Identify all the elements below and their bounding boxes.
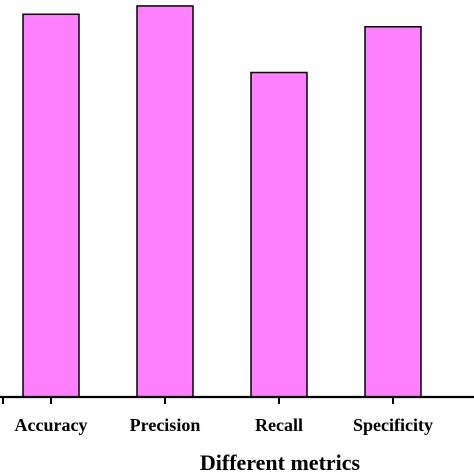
- bar-recall: [250, 71, 308, 398]
- x-tick-label-precision: Precision: [130, 415, 201, 435]
- x-axis-title: Different metrics: [200, 450, 361, 474]
- x-tick-labels-group: AccuracyPrecisionRecallSpecificityF: [15, 415, 433, 435]
- bar-precision: [136, 5, 194, 398]
- x-tick-label-specificity: Specificity: [353, 415, 433, 435]
- bar-accuracy: [22, 13, 80, 398]
- x-tick-label-recall: Recall: [255, 415, 303, 435]
- x-ticks-group: [2, 397, 394, 404]
- x-tick-label-accuracy: Accuracy: [15, 415, 88, 435]
- bar-specificity: [364, 26, 422, 398]
- bars-group: [22, 5, 422, 398]
